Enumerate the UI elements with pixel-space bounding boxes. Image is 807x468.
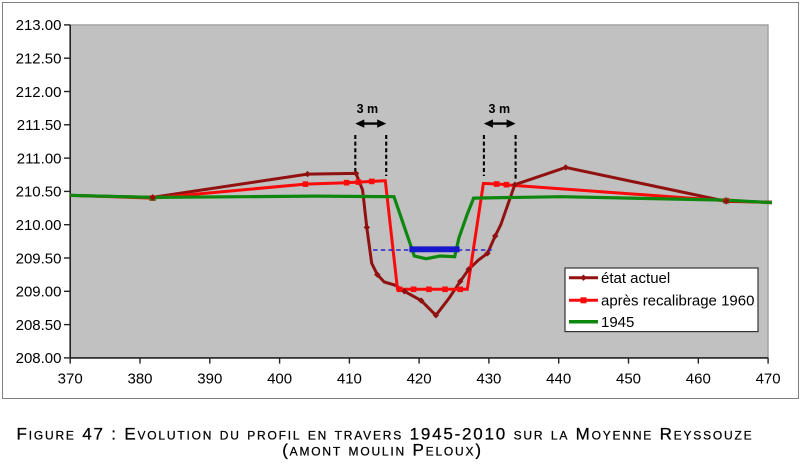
svg-text:450: 450 xyxy=(616,370,641,387)
svg-text:1945: 1945 xyxy=(601,314,634,331)
svg-text:état actuel: état actuel xyxy=(601,270,670,287)
svg-text:460: 460 xyxy=(686,370,711,387)
svg-text:211.50: 211.50 xyxy=(17,117,62,134)
svg-text:440: 440 xyxy=(546,370,571,387)
svg-text:370: 370 xyxy=(58,370,83,387)
svg-text:212.50: 212.50 xyxy=(16,51,62,68)
svg-text:212.00: 212.00 xyxy=(16,84,62,101)
svg-text:400: 400 xyxy=(267,370,292,387)
svg-text:208.00: 208.00 xyxy=(16,350,62,367)
svg-text:380: 380 xyxy=(127,370,152,387)
svg-text:209.50: 209.50 xyxy=(16,250,62,267)
svg-text:(amont moulin Peloux): (amont moulin Peloux) xyxy=(282,441,483,460)
svg-text:211.00: 211.00 xyxy=(17,150,62,167)
svg-text:430: 430 xyxy=(476,370,501,387)
svg-text:213.00: 213.00 xyxy=(16,17,62,34)
svg-text:Figure 47 : Evolution du profi: Figure 47 : Evolution du profil en trave… xyxy=(17,425,754,444)
svg-text:420: 420 xyxy=(407,370,432,387)
svg-text:410: 410 xyxy=(337,370,362,387)
svg-text:3 m: 3 m xyxy=(357,102,379,116)
svg-text:3 m: 3 m xyxy=(489,102,511,116)
svg-text:208.50: 208.50 xyxy=(16,317,62,334)
svg-text:210.50: 210.50 xyxy=(16,184,62,201)
svg-text:après recalibrage 1960: après recalibrage 1960 xyxy=(601,293,754,310)
svg-text:390: 390 xyxy=(197,370,222,387)
svg-text:209.00: 209.00 xyxy=(16,284,62,301)
svg-text:470: 470 xyxy=(756,370,781,387)
svg-text:210.00: 210.00 xyxy=(16,217,62,234)
